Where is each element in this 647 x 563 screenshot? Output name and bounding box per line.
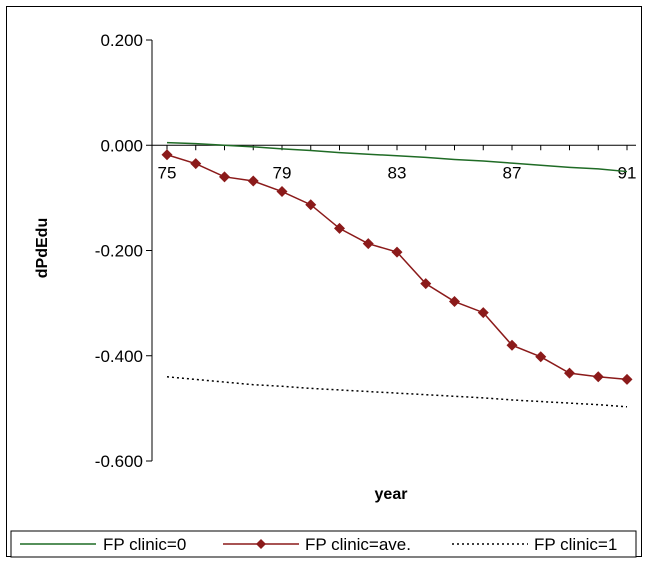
- data-point: [477, 307, 489, 319]
- data-point: [305, 199, 317, 211]
- y-tick-label: -0.400: [95, 347, 143, 366]
- chart-frame: [6, 6, 642, 557]
- data-point: [276, 186, 288, 198]
- y-tick-label: -0.600: [95, 452, 143, 471]
- y-ticks: 0.200 0.000 -0.200 -0.400 -0.600: [95, 31, 152, 471]
- x-tick-label: 87: [503, 163, 522, 182]
- series-line-0: [166, 141, 628, 173]
- x-tick-label: 91: [618, 163, 637, 182]
- x-tick-label: 75: [158, 163, 177, 182]
- y-tick-label: -0.200: [95, 242, 143, 261]
- data-point: [190, 158, 202, 170]
- legend-label-fp-clinic-1: FP clinic=1: [534, 535, 617, 554]
- data-point: [247, 175, 259, 187]
- data-point: [564, 367, 575, 379]
- data-point: [592, 371, 604, 383]
- data-point: [219, 171, 230, 183]
- data-point: [621, 373, 633, 385]
- y-axis-title: dPdEdu: [34, 218, 51, 278]
- series-line-1: [166, 154, 628, 381]
- legend-marker-fp-clinic-ave: [256, 539, 266, 549]
- x-tick-label: 79: [273, 163, 292, 182]
- data-point: [506, 339, 518, 351]
- legend-label-fp-clinic-ave: FP clinic=ave.: [305, 535, 411, 554]
- y-tick-label: 0.000: [100, 136, 143, 155]
- legend: FP clinic=0 FP clinic=ave. FP clinic=1: [10, 530, 637, 558]
- legend-label-fp-clinic-0: FP clinic=0: [103, 535, 186, 554]
- data-point: [161, 149, 173, 161]
- data-point: [420, 278, 432, 290]
- data-point: [391, 246, 403, 258]
- x-tick-label: 83: [388, 163, 407, 182]
- series-layer: [161, 141, 633, 408]
- data-point: [535, 351, 547, 363]
- data-point: [449, 296, 460, 308]
- x-ticks: 75 79 83 87 91: [158, 145, 637, 182]
- data-point: [334, 222, 345, 234]
- y-tick-label: 0.200: [100, 31, 143, 50]
- x-axis-title: year: [375, 486, 408, 503]
- data-point: [362, 238, 374, 250]
- legend-box: [10, 530, 637, 558]
- series-line-2: [166, 376, 628, 408]
